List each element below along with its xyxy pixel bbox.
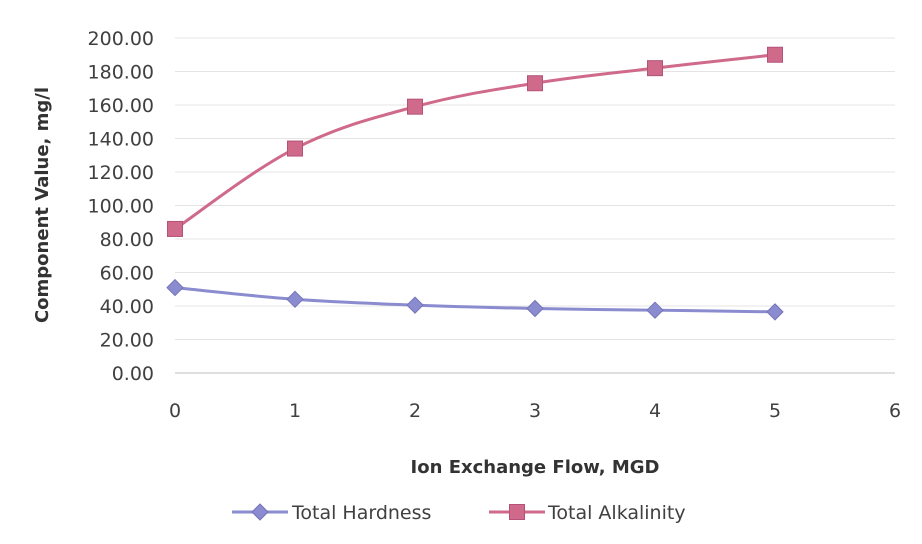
series-1-point-3: [527, 75, 543, 92]
y-tick-label-8: 160.00: [88, 95, 154, 117]
y-tick-label-2: 40.00: [100, 296, 154, 318]
series-1-point-0: [167, 220, 183, 237]
y-tick-label-9: 180.00: [88, 62, 154, 84]
series-0-point-5: [766, 303, 784, 321]
y-tick-label-1: 20.00: [100, 330, 154, 352]
series-1-point-1: [287, 140, 303, 157]
x-tick-label-4: 4: [649, 400, 661, 422]
y-tick-label-5: 100.00: [88, 196, 154, 218]
series-0-point-3: [526, 299, 544, 318]
x-tick-label-0: 0: [169, 400, 181, 422]
series-0: [166, 278, 784, 321]
x-axis-ticks: 0 1 2 3 4 5 6: [169, 400, 901, 422]
x-axis-title: Ion Exchange Flow, MGD: [411, 457, 660, 478]
legend-marker-0: [251, 503, 269, 521]
x-tick-label-2: 2: [409, 400, 421, 422]
series-0-point-4: [646, 301, 664, 319]
x-tick-label-3: 3: [529, 400, 541, 422]
legend-label-1: Total Alkalinity: [547, 502, 686, 524]
y-axis-ticks: 0.00 20.00 40.00 60.00 80.00 100.00 120.00 140.…: [88, 28, 154, 385]
series-0-point-2: [406, 296, 424, 314]
legend-marker-1: [509, 504, 525, 520]
legend-label-0: Total Hardness: [291, 502, 431, 524]
series-group: [166, 46, 784, 321]
series-1-point-2: [407, 98, 423, 115]
x-tick-label-5: 5: [769, 400, 781, 422]
x-tick-label-1: 1: [289, 400, 301, 422]
series-1-point-4: [647, 60, 663, 77]
x-tick-label-6: 6: [889, 400, 901, 422]
y-axis-title: Component Value, mg/l: [32, 87, 53, 323]
series-line-0: [174, 286, 776, 314]
series-0-point-1: [286, 290, 304, 309]
y-tick-label-4: 80.00: [100, 229, 154, 251]
series-0-point-0: [166, 278, 184, 297]
y-tick-label-10: 200.00: [88, 28, 154, 50]
legend: Total Hardness Total Alkalinity: [232, 502, 686, 524]
y-tick-label-7: 140.00: [88, 129, 154, 151]
legend-item-0: Total Hardness: [232, 502, 431, 524]
series-1: [167, 46, 783, 237]
y-tick-label-0: 0.00: [112, 363, 154, 385]
series-1-point-5: [767, 46, 783, 63]
y-tick-label-6: 120.00: [88, 162, 154, 184]
legend-item-1: Total Alkalinity: [489, 502, 686, 524]
y-tick-label-3: 60.00: [100, 263, 154, 285]
